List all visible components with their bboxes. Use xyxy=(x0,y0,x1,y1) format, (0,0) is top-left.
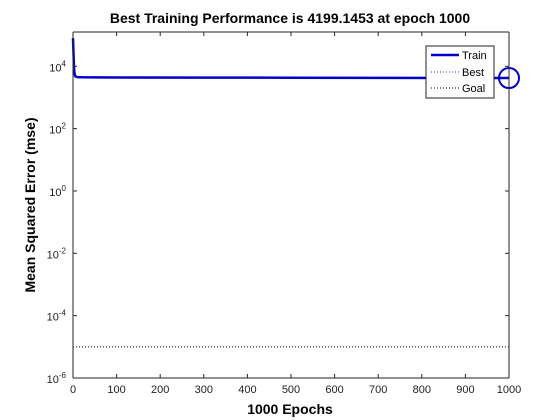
x-tick-label: 1000 xyxy=(497,384,521,396)
x-tick-label: 800 xyxy=(413,384,431,396)
x-tick-label: 200 xyxy=(151,384,169,396)
legend: Train Best Goal xyxy=(425,45,495,99)
y-tick-label: 102 xyxy=(49,122,66,137)
x-tick-label: 700 xyxy=(369,384,387,396)
x-axis-label: 1000 Epochs xyxy=(247,401,333,417)
x-tick-label: 0 xyxy=(70,384,76,396)
x-tick-label: 100 xyxy=(107,384,125,396)
x-tick-label: 400 xyxy=(238,384,256,396)
y-axis-label: Mean Squared Error (mse) xyxy=(22,117,38,292)
x-tick-label: 900 xyxy=(456,384,474,396)
y-tick-label: 100 xyxy=(49,184,66,199)
y-tick-label: 104 xyxy=(49,59,66,74)
legend-label-goal: Goal xyxy=(462,83,485,95)
y-tick-label: 10-2 xyxy=(47,246,67,261)
chart-title: Best Training Performance is 4199.1453 a… xyxy=(110,10,471,26)
legend-label-train: Train xyxy=(462,50,487,62)
series-line-train xyxy=(71,38,510,80)
legend-label-best: Best xyxy=(462,67,484,79)
x-tick-label: 600 xyxy=(325,384,343,396)
y-tick-label: 10-4 xyxy=(47,309,67,324)
y-axis-ticks: 10-6 10-4 10-2 100 102 104 xyxy=(47,59,509,386)
x-tick-label: 300 xyxy=(195,384,213,396)
x-axis-ticks: 0 100 200 300 400 500 600 700 800 900 1000 xyxy=(70,32,521,396)
x-tick-label: 500 xyxy=(282,384,300,396)
y-tick-label: 10-6 xyxy=(47,371,67,386)
